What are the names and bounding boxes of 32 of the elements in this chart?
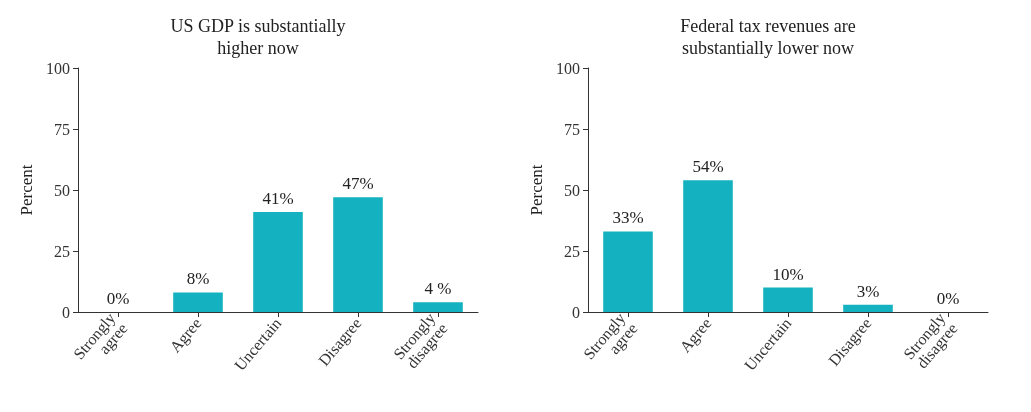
y-tick-label: 25: [54, 242, 70, 260]
bar: [683, 180, 733, 312]
y-axis-title: Percent: [17, 164, 37, 216]
y-tick-label: 25: [564, 242, 580, 260]
data-label: 8%: [186, 269, 210, 289]
bar: [763, 287, 813, 312]
y-tick-label: 0: [572, 303, 580, 321]
bar: [413, 302, 463, 312]
data-label: 10%: [772, 264, 804, 284]
data-label: 0%: [936, 289, 960, 308]
data-label: 41%: [262, 188, 294, 208]
data-label: 54%: [692, 157, 724, 177]
y-tick-label: 50: [564, 181, 580, 199]
data-label: 3%: [856, 281, 880, 301]
bar: [843, 304, 893, 312]
bar: [253, 211, 303, 312]
chart-title: US GDP is substantially higher now: [170, 16, 346, 58]
y-tick-label: 0: [62, 303, 70, 321]
y-tick-label: 75: [564, 120, 580, 138]
y-tick-label: 50: [54, 181, 70, 199]
data-label: 0%: [106, 289, 130, 308]
y-axis-title: Percent: [527, 164, 547, 216]
data-label: 4 %: [424, 279, 452, 299]
bar: [603, 231, 653, 312]
bar: [333, 197, 383, 312]
y-tick-label: 100: [46, 59, 70, 77]
chart-title: Federal tax revenues are substantially lower now: [680, 16, 856, 58]
bar: [173, 292, 223, 312]
y-tick-label: 75: [54, 120, 70, 138]
y-tick-label: 100: [556, 59, 580, 77]
data-label: 47%: [342, 174, 374, 194]
data-label: 33%: [612, 208, 644, 228]
